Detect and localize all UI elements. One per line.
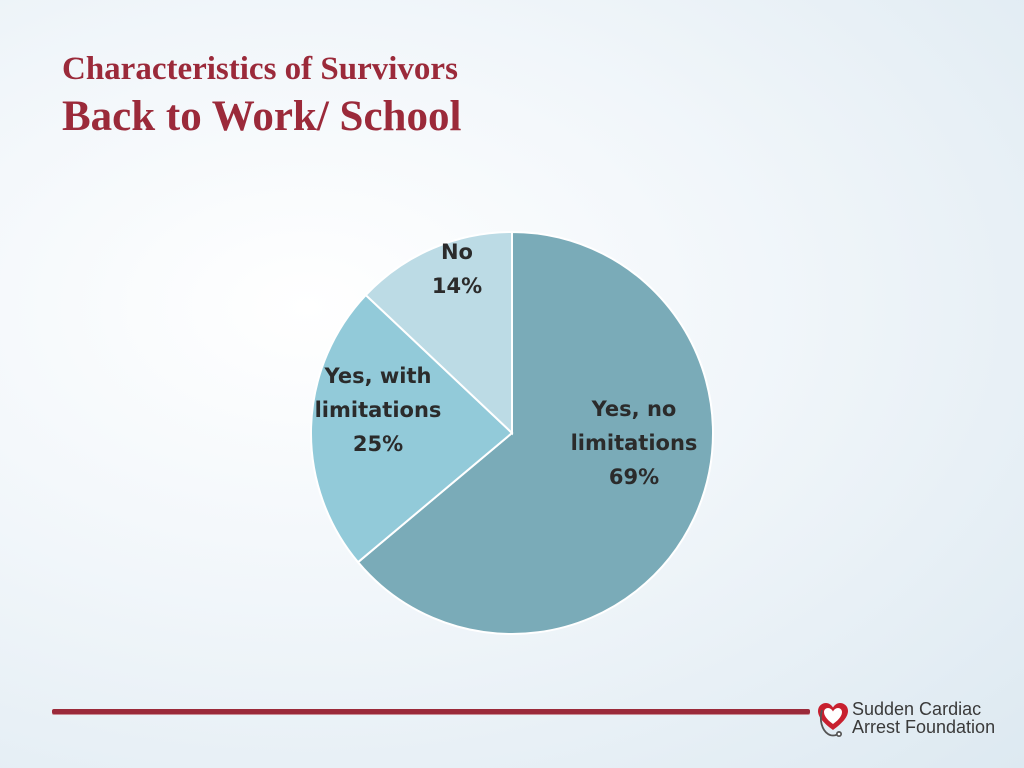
pie-slice-1 <box>310 293 514 564</box>
pie-label-percent: 69% <box>609 465 659 489</box>
pie-label-line: Yes, no <box>591 397 677 421</box>
slide-subtitle: Back to Work/ School <box>62 93 462 140</box>
pie-label-line: limitations <box>571 431 698 455</box>
pie-label-line: No <box>441 240 473 264</box>
pie-labels: Yes, no limitations 69% Yes, with limitation… <box>315 240 698 489</box>
pie-label-0: Yes, no limitations 69% <box>571 397 698 489</box>
pie-label-percent: 14% <box>432 274 482 298</box>
logo-text-line2: Arrest Foundation <box>852 717 996 737</box>
pie-label-line: limitations <box>315 398 442 422</box>
pie-slice-0 <box>356 230 714 635</box>
logo-text-line1: Sudden Cardiac <box>852 699 982 719</box>
heart-stethoscope-icon <box>818 703 848 737</box>
pie-label-2: No 14% <box>432 240 482 298</box>
foundation-logo: Sudden Cardiac Arrest Foundation <box>816 698 996 742</box>
slide-title: Characteristics of Survivors <box>62 51 458 87</box>
title-block: Characteristics of Survivors Back to Wor… <box>62 48 461 144</box>
pie-label-line: Yes, with <box>324 364 432 388</box>
pie-label-percent: 25% <box>353 432 403 456</box>
pie-label-1: Yes, with limitations 25% <box>315 364 442 456</box>
pie-slice-2 <box>364 230 513 436</box>
pie-slices <box>310 230 714 635</box>
footer-rule <box>52 709 810 714</box>
